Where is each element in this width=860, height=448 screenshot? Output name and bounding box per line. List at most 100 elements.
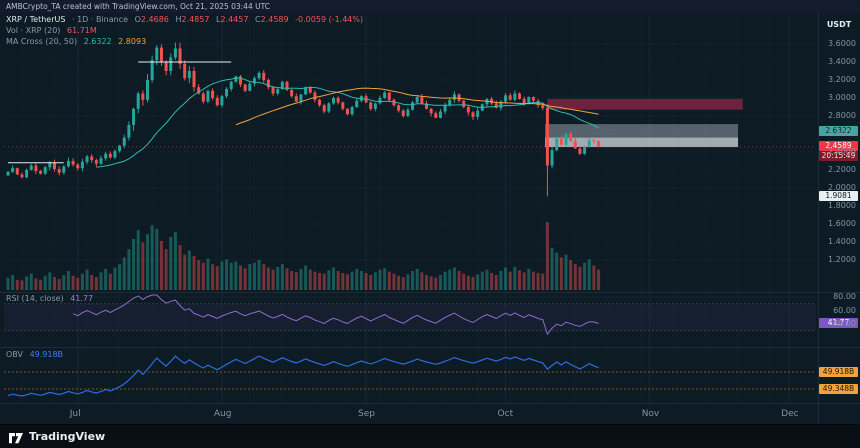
candle-body xyxy=(490,98,494,104)
volume-bar xyxy=(355,268,359,290)
volume-bar xyxy=(187,250,191,290)
candle-body xyxy=(494,103,498,108)
candle-body xyxy=(476,110,480,117)
volume-bar xyxy=(462,273,466,290)
volume-bar xyxy=(39,279,43,290)
price-tick: 3.4000 xyxy=(828,57,856,66)
volume-bar xyxy=(62,275,66,290)
price-tick: 2.0000 xyxy=(828,183,856,192)
volume-bar xyxy=(201,262,205,290)
candle-body xyxy=(429,108,433,114)
candle-body xyxy=(406,109,410,116)
candle-body xyxy=(225,89,229,97)
candle-body xyxy=(438,111,442,118)
candle-body xyxy=(341,102,345,109)
candle-body xyxy=(173,48,177,58)
candle-body xyxy=(234,76,238,82)
volume-bar xyxy=(545,222,549,290)
volume-bar xyxy=(429,276,433,290)
price-axis[interactable]: USDT 2.6322 2.4589 20:15:49 1.9081 41.77… xyxy=(818,0,860,424)
volume-bar xyxy=(332,267,335,290)
volume-bar xyxy=(485,269,489,290)
volume-bar xyxy=(327,270,331,290)
volume-bar xyxy=(378,269,382,290)
candle-body xyxy=(141,93,145,100)
month-label: Dec xyxy=(781,409,799,419)
currency-label[interactable]: USDT xyxy=(826,20,852,29)
volume-bar xyxy=(34,278,38,290)
volume-bar xyxy=(392,273,396,290)
candle-body xyxy=(350,107,354,115)
volume-bar xyxy=(90,275,94,290)
volume-bar xyxy=(592,265,596,290)
rsi-legend-row[interactable]: RSI (14, close) 41.77 xyxy=(6,294,93,304)
volume-bar xyxy=(206,258,210,290)
candle-body xyxy=(578,148,582,154)
candle-body xyxy=(522,98,526,104)
volume-legend-row[interactable]: Vol · XRP (20) 61.71M xyxy=(6,26,363,36)
candle-body xyxy=(257,72,261,79)
volume-bar xyxy=(132,239,136,290)
candle-body xyxy=(583,146,587,154)
ohlc-change: -0.0059 (-1.44%) xyxy=(295,15,364,24)
tradingview-logo[interactable]: TradingView xyxy=(8,429,105,445)
volume-bar xyxy=(271,269,275,290)
candle-body xyxy=(508,95,512,100)
volume-bar xyxy=(211,264,215,290)
volume-bar xyxy=(438,275,442,290)
volume-bar xyxy=(536,273,540,290)
volume-bar xyxy=(239,265,242,290)
time-axis[interactable]: Jul Aug Sep Oct Nov Dec xyxy=(0,403,818,424)
volume-bar xyxy=(587,259,591,290)
candle-body xyxy=(559,138,563,145)
volume-bar xyxy=(369,275,373,290)
candle-body xyxy=(434,113,438,118)
candle-body xyxy=(127,125,131,138)
candle-body xyxy=(322,105,326,112)
candle-body xyxy=(66,161,70,167)
rsi-label: RSI (14, close) xyxy=(6,294,64,303)
volume-bar xyxy=(197,260,201,290)
volume-legend-label: Vol · XRP (20) xyxy=(6,26,61,35)
volume-bar xyxy=(522,272,526,290)
price-tick: 2.4000 xyxy=(828,147,856,156)
volume-bar xyxy=(276,266,280,290)
symbol-row[interactable]: XRP / TetherUS · 1D · Binance O2.4686 H2… xyxy=(6,15,363,25)
volume-bar xyxy=(243,268,247,290)
resistance-zone-red xyxy=(547,98,743,110)
candle-body xyxy=(43,167,47,174)
obv-legend-row[interactable]: OBV 49.918B xyxy=(6,350,63,360)
obv-level-badge-top: 49.918B xyxy=(819,367,858,377)
rsi-tick: 40.00 xyxy=(833,319,856,328)
price-tick: 2.6000 xyxy=(828,129,856,138)
rsi-tick: 60.00 xyxy=(833,305,856,315)
candle-body xyxy=(466,107,470,113)
ma-cross-legend-row[interactable]: MA Cross (20, 50) 2.6322 2.8093 xyxy=(6,37,363,47)
volume-bar xyxy=(99,272,103,290)
candle-body xyxy=(155,47,159,61)
volume-bar xyxy=(513,266,517,290)
volume-bar xyxy=(169,236,173,290)
volume-bar xyxy=(304,265,308,290)
volume-bar xyxy=(57,279,61,290)
candle-body xyxy=(118,145,122,152)
volume-bar xyxy=(518,270,521,290)
candle-body xyxy=(215,98,219,106)
ohlc-h-value: 2.4857 xyxy=(181,15,210,24)
volume-bar xyxy=(387,271,391,290)
candle-body xyxy=(480,104,484,111)
volume-bar xyxy=(173,232,177,290)
volume-bar xyxy=(192,256,196,290)
volume-bar xyxy=(294,272,298,290)
attribution-text: AMBCrypto_TA created with TradingView.co… xyxy=(6,2,270,11)
candle-body xyxy=(34,165,38,171)
volume-bar xyxy=(262,264,266,290)
volume-bar xyxy=(122,257,126,290)
volume-bar xyxy=(322,273,326,290)
candle-body xyxy=(85,156,89,162)
volume-bar xyxy=(164,249,168,290)
volume-bar xyxy=(159,241,163,290)
candle-body xyxy=(401,110,405,116)
candle-body xyxy=(266,80,270,88)
